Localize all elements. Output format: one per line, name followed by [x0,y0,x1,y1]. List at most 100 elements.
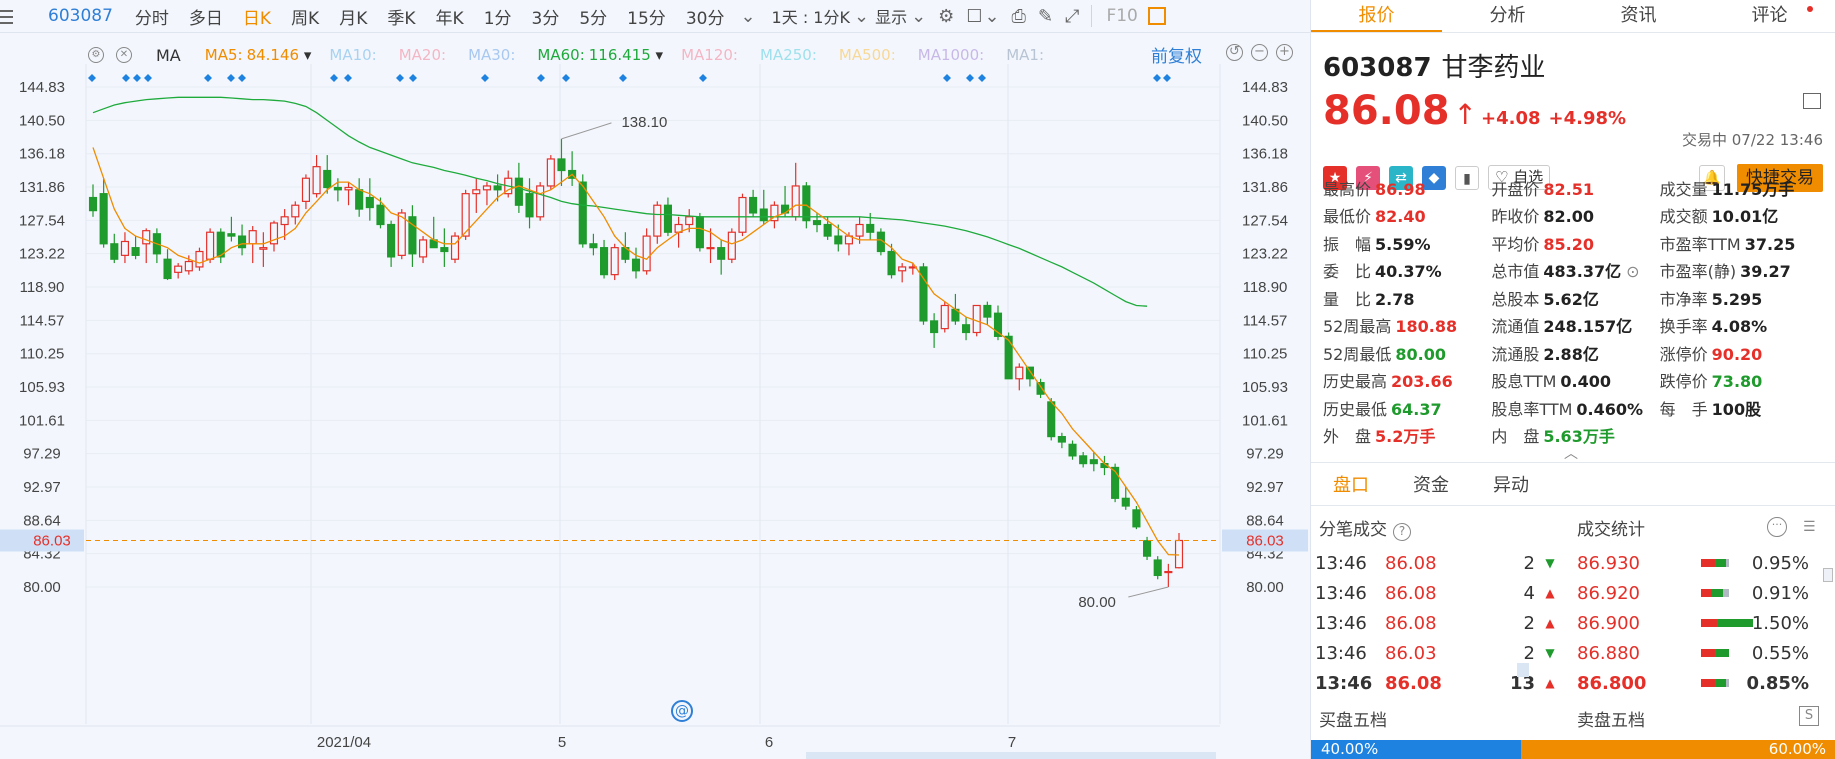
subtab-1[interactable]: 资金 [1413,475,1449,496]
stat-cell: 内 盘 5.63万手 [1491,423,1659,447]
period-tab-2[interactable]: 日K [242,8,272,29]
chevron-up-icon[interactable]: ︿ [1564,446,1578,462]
bookmark-icon[interactable]: ▮ [1455,165,1479,190]
subtab-0[interactable]: 盘口 [1333,475,1369,496]
adjust-mode-button[interactable]: 前复权 [1151,47,1202,67]
y-tick-right: 114.57 [1243,312,1288,329]
ma-item-0[interactable]: MA5: 84.146 ▾ [205,46,312,64]
ma-item-8[interactable]: MA1000: [918,46,988,64]
checkbox-icon[interactable]: ☐ [966,5,983,27]
ma-selector[interactable]: MA [156,45,181,65]
chevron-down-icon[interactable]: ⌄ [740,5,756,27]
stat-cell: 昨收价 82.00 [1491,203,1659,227]
list-icon[interactable]: ☰ [1803,519,1816,535]
candle-body [301,177,311,202]
settings-icon[interactable]: ⚙ [88,47,104,63]
ma-item-7[interactable]: MA500: [839,46,900,64]
event-marker-icon [481,74,489,82]
stat-value: 82.51 [1543,179,1594,199]
trade-price: 86.08 [1385,552,1437,574]
period-tab-0[interactable]: 分时 [134,8,169,29]
ma-item-3[interactable]: MA30: [468,46,519,64]
subtab-2[interactable]: 异动 [1493,475,1529,496]
period-tab-8[interactable]: 3分 [531,8,560,29]
ma-item-2[interactable]: MA20: [399,46,450,64]
f10-button[interactable]: F10 [1106,6,1138,26]
stats-grid: 最高价 86.98 开盘价 82.51 成交量 11.75万手 最低价 82.40 昨收价 82.… [1323,174,1828,449]
ma-item-4[interactable]: MA60: 116.415 ▾ [537,46,663,64]
shuffle-icon[interactable]: ⇄ [1389,165,1413,190]
dropdown-icon[interactable]: ▾ [299,46,312,64]
range-selector[interactable]: 1天 : 1分K [771,8,850,27]
stock-code-label[interactable]: 603087 [48,6,113,26]
close-icon[interactable]: ✕ [116,47,132,63]
sidebar-toggle-icon[interactable] [0,0,13,33]
undo-icon[interactable]: ↺ [1226,44,1243,61]
kline-chart[interactable]: 144.83 144.83 140.50 140.50 136.18 136.18 131.… [0,34,1310,759]
at-icon[interactable]: @ [671,700,693,722]
zoom-in-icon[interactable]: + [1276,44,1293,61]
candle-body [866,223,875,233]
period-tab-3[interactable]: 周K [291,8,320,29]
panel-toggle-icon[interactable] [1147,7,1166,25]
scrollbar[interactable] [1823,568,1833,582]
stat-label: 市盈率(静) [1659,262,1737,282]
bar-segment [1712,589,1724,597]
fullscreen-icon[interactable]: ⤢ [1065,5,1080,27]
flash-icon[interactable]: ⚡ [1356,165,1380,190]
menu-icon[interactable] [1803,93,1821,109]
scrollbar-thumb[interactable] [1517,663,1529,677]
event-marker-icon [88,74,96,82]
trade-volume: 4 [1523,582,1535,604]
candle-body [749,196,758,214]
more-icon[interactable]: ··· [1767,517,1787,537]
ma-value: 84.146 [246,46,300,64]
dropdown-icon[interactable]: ▾ [650,46,664,64]
chevron-down-icon[interactable]: ⌄ [853,5,870,27]
settings-icon[interactable]: ⚙ [938,5,955,27]
kline-chart-area[interactable]: 144.83 144.83 140.50 140.50 136.18 136.18 131.… [0,34,1310,759]
camera-icon[interactable]: ⎙ [1011,5,1026,27]
trade-volume: 2 [1523,642,1535,664]
period-tab-6[interactable]: 年K [435,8,464,29]
ma-item-9[interactable]: MA1: [1006,46,1048,64]
display-menu[interactable]: 显示 [875,8,908,27]
bell-icon[interactable]: 🔔 [1699,165,1725,191]
stat-value: 0.400 [1560,372,1612,392]
s-icon[interactable]: S [1799,706,1819,726]
period-tab-4[interactable]: 月K [339,8,368,29]
period-tab-1[interactable]: 多日 [188,8,223,29]
period-tab-10[interactable]: 15分 [627,8,666,29]
tab-1[interactable]: 分析 [1442,0,1573,32]
tag-icon[interactable]: ◆ [1422,165,1446,190]
period-tab-5[interactable]: 季K [387,8,416,29]
add-watchlist-button[interactable]: ♡ 自选 [1488,165,1551,190]
ma-item-6[interactable]: MA250: [760,46,821,64]
bar-segment [1701,589,1713,597]
trade-time: 13:46 [1315,612,1367,634]
period-tab-9[interactable]: 5分 [579,8,608,29]
stat-pct: 0.91% [1751,582,1809,604]
y-tick-left: 110.25 [20,346,65,363]
china-flag-icon[interactable]: ★ [1323,165,1347,190]
stat-label: 流通股 [1491,344,1540,364]
tab-3[interactable]: 评论 [1704,0,1835,32]
quick-trade-button[interactable]: 快捷交易 [1737,164,1823,192]
tab-2[interactable]: 资讯 [1573,0,1704,32]
period-tabs: 分时 多日 日K 周K 月K 季K 年K 1分 3分 5分 15分 30分 [125,4,735,29]
tab-0[interactable]: 报价 [1311,0,1442,32]
chevron-down-icon[interactable]: ⌄ [984,5,1000,27]
draw-pen-icon[interactable]: ✎ [1037,5,1054,27]
period-tab-7[interactable]: 1分 [483,8,512,29]
stat-cell: 量 比 2.78 [1323,286,1491,310]
more-icon[interactable]: ⊙ [1621,262,1640,282]
period-tab-11[interactable]: 30分 [685,8,725,29]
trade-row: 13:46 86.08 2 ▼ 86.930 0.95% [1315,548,1825,578]
event-marker-icon [344,74,352,82]
help-icon[interactable]: ? [1393,523,1411,541]
chevron-down-icon[interactable]: ⌄ [911,5,927,27]
zoom-out-icon[interactable]: − [1251,44,1268,61]
stats-row: 52周最低 80.00 流通股 2.88亿 涨停价 90.20 [1323,339,1828,367]
ma-item-5[interactable]: MA120: [681,46,742,64]
ma-item-1[interactable]: MA10: [329,46,380,64]
